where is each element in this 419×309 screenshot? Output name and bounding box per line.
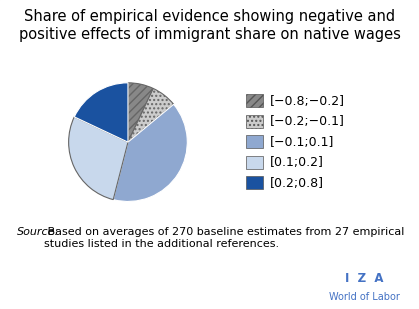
Text: World of Labor: World of Labor: [329, 292, 400, 302]
Wedge shape: [128, 88, 174, 142]
Text: Based on averages of 270 baseline estimates from 27 empirical
studies listed in : Based on averages of 270 baseline estima…: [44, 227, 404, 249]
Text: Source:: Source:: [17, 227, 59, 237]
Text: Share of empirical evidence showing negative and
positive effects of immigrant s: Share of empirical evidence showing nega…: [18, 9, 401, 42]
Wedge shape: [74, 83, 128, 142]
Text: I  Z  A: I Z A: [345, 272, 384, 285]
Wedge shape: [69, 117, 128, 200]
Legend: [−0.8;−0.2], [−0.2;−0.1], [−0.1;0.1], [0.1;0.2], [0.2;0.8]: [−0.8;−0.2], [−0.2;−0.1], [−0.1;0.1], [0…: [246, 94, 344, 190]
Wedge shape: [113, 104, 187, 201]
Wedge shape: [128, 83, 153, 142]
